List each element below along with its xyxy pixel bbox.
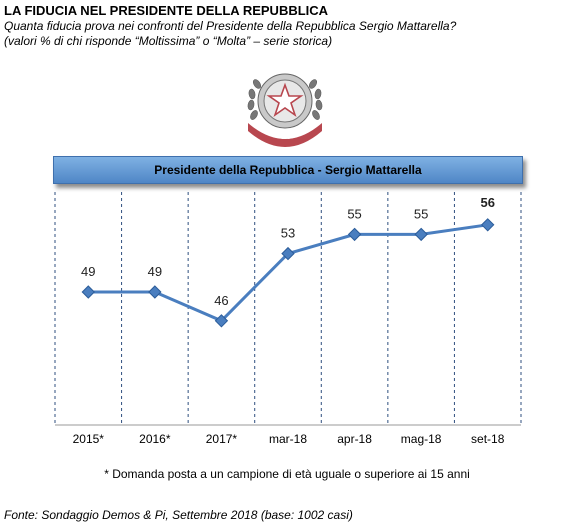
data-label: 53: [281, 226, 295, 241]
subtitle-note: (valori % di chi risponde “Moltissima” o…: [4, 34, 333, 48]
data-point: [281, 246, 295, 261]
data-point: [347, 227, 362, 242]
data-label: 49: [81, 264, 95, 279]
data-label: 56: [480, 195, 494, 210]
data-point: [81, 285, 95, 299]
data-label: 46: [214, 293, 228, 308]
page-title: LA FIDUCIA NEL PRESIDENTE DELLA REPUBBLI…: [4, 3, 329, 18]
italian-emblem-icon: REPUBBLICA ITALIANA: [247, 73, 323, 147]
x-tick-label: mag-18: [401, 432, 442, 446]
x-tick-label: apr-18: [337, 432, 372, 446]
data-label: 55: [347, 206, 361, 221]
chart-banner: Presidente della Repubblica - Sergio Mat…: [53, 156, 523, 184]
data-label: 55: [414, 206, 428, 221]
footnote: * Domanda posta a un campione di età ugu…: [104, 467, 470, 481]
x-tick-label: mar-18: [269, 432, 307, 446]
data-point: [148, 285, 162, 299]
data-point: [481, 218, 495, 232]
x-tick-label: 2017*: [206, 432, 238, 446]
line-chart: 49 49 46 53 55 55 56 2015* 2016* 2017* mar-18 apr-1…: [54, 192, 522, 446]
x-tick-label: 2016*: [139, 432, 171, 446]
data-label: 49: [148, 264, 162, 279]
x-tick-label: 2015*: [73, 432, 105, 446]
source-note: Fonte: Sondaggio Demos & Pi, Settembre 2…: [4, 508, 353, 522]
page-subtitle: Quanta fiducia prova nei confronti del P…: [4, 19, 456, 49]
x-tick-label: set-18: [471, 432, 505, 446]
subtitle-question: Quanta fiducia prova nei confronti del P…: [4, 19, 457, 33]
data-point: [214, 314, 229, 328]
data-point: [414, 227, 428, 242]
